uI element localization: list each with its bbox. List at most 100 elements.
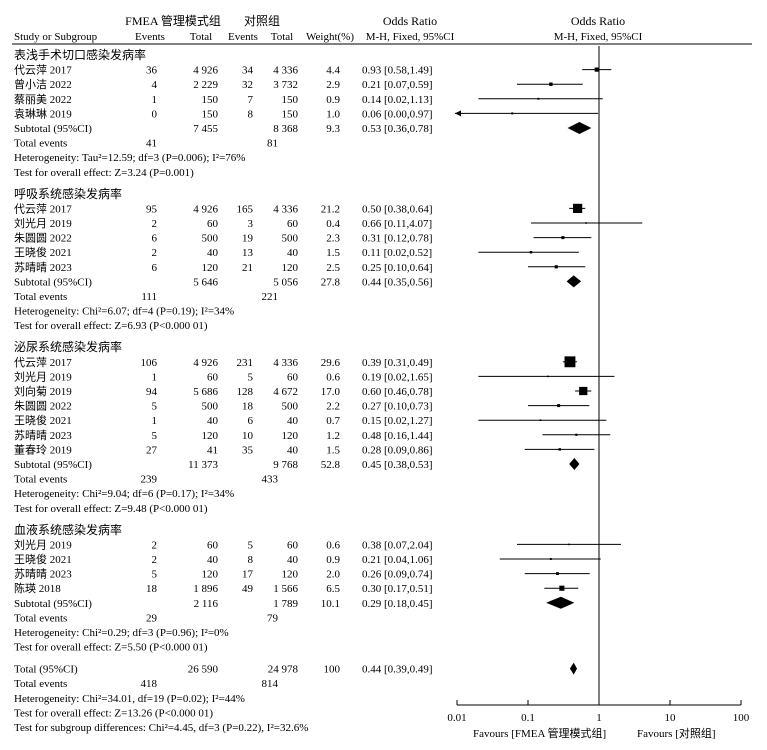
- or-ci: 0.93 [0.58,1.49]: [362, 65, 433, 77]
- or-ci: 0.14 [0.02,1.13]: [362, 94, 433, 106]
- or-ci: 0.15 [0.02,1.27]: [362, 415, 433, 427]
- subtotal-weight: 52.8: [321, 459, 341, 471]
- effect-square: [575, 433, 578, 436]
- subtotal-total-b: 9 768: [273, 459, 298, 471]
- weight: 0.6: [326, 371, 340, 383]
- study-name: 朱圆圆 2022: [14, 232, 72, 245]
- events-a: 6: [152, 262, 158, 274]
- weight: 2.0: [326, 569, 340, 581]
- events-b: 21: [242, 262, 253, 274]
- total-b: 3 732: [273, 79, 298, 91]
- header-or-title-left: Odds Ratio: [383, 14, 437, 28]
- events-b: 6: [248, 415, 254, 427]
- effect-square: [568, 543, 570, 546]
- total-a: 40: [207, 554, 219, 566]
- subtotal-or-ci: 0.53 [0.36,0.78]: [362, 123, 433, 135]
- events-b: 49: [242, 583, 254, 595]
- overall-label: Total (95%CI): [14, 664, 78, 676]
- total-events-b: 79: [267, 612, 279, 624]
- total-b: 150: [282, 94, 299, 106]
- total-a: 150: [202, 108, 219, 120]
- subtotal-total-a: 5 646: [193, 276, 218, 288]
- header-or-sub-right: M-H, Fixed, 95%CI: [554, 31, 643, 43]
- overall-effect: Test for overall effect: Z=3.24 (P=0.001…: [14, 167, 194, 179]
- forest-marks: [455, 67, 643, 675]
- weight: 29.6: [321, 357, 341, 369]
- header-events-a: Events: [135, 31, 165, 43]
- effect-square: [549, 558, 552, 560]
- events-a: 6: [152, 233, 158, 245]
- subtotal-label: Subtotal (95%CI): [14, 276, 92, 288]
- study-name: 刘向菊 2019: [14, 384, 72, 398]
- weight: 0.4: [326, 218, 340, 230]
- events-b: 3: [248, 218, 254, 230]
- subtotal-or-ci: 0.45 [0.38,0.53]: [362, 459, 433, 471]
- events-b: 13: [242, 247, 254, 259]
- total-a: 60: [207, 539, 219, 551]
- total-a: 150: [202, 94, 219, 106]
- subtotal-weight: 9.3: [326, 123, 340, 135]
- events-a: 0: [152, 108, 158, 120]
- total-events-label: Total events: [14, 474, 67, 486]
- subgroup-title: 泌尿系统感染发病率: [14, 339, 122, 354]
- weight: 2.9: [326, 79, 340, 91]
- weight: 1.5: [326, 247, 340, 259]
- or-ci: 0.66 [0.11,4.07]: [362, 218, 432, 230]
- total-a: 120: [202, 262, 219, 274]
- study-name: 曾小洁 2022: [14, 77, 72, 91]
- subtotal-or-ci: 0.29 [0.18,0.45]: [362, 598, 433, 610]
- weight: 2.2: [326, 401, 340, 413]
- header-study: Study or Subgroup: [14, 31, 98, 43]
- total-events-b: 433: [262, 474, 279, 486]
- overall-events-a: 418: [141, 678, 158, 690]
- overall-weight: 100: [324, 664, 341, 676]
- total-a: 2 229: [193, 79, 218, 91]
- or-ci: 0.11 [0.02,0.52]: [362, 247, 432, 259]
- events-a: 2: [152, 218, 158, 230]
- or-ci: 0.39 [0.31,0.49]: [362, 357, 433, 369]
- or-ci: 0.28 [0.09,0.86]: [362, 444, 433, 456]
- total-b: 60: [287, 539, 299, 551]
- header-total-b: Total: [271, 31, 293, 43]
- study-name: 王晓俊 2021: [14, 245, 72, 259]
- subtotal-label: Subtotal (95%CI): [14, 598, 92, 610]
- header-or-sub-left: M-H, Fixed, 95%CI: [366, 31, 455, 43]
- effect-square: [546, 375, 549, 378]
- events-b: 231: [237, 357, 254, 369]
- overall-effect: Test for overall effect: Z=5.50 (P<0.000…: [14, 642, 208, 654]
- x-tick-label: 100: [733, 712, 750, 724]
- events-a: 2: [152, 247, 158, 259]
- total-a: 5 686: [193, 386, 218, 398]
- effect-square: [573, 203, 583, 214]
- total-a: 4 926: [193, 357, 218, 369]
- events-b: 7: [248, 94, 254, 106]
- axis-label-left: Favours [FMEA 管理模式组]: [473, 726, 606, 740]
- subtotal-label: Subtotal (95%CI): [14, 459, 92, 471]
- study-name: 董春玲 2019: [14, 443, 72, 456]
- or-ci: 0.31 [0.12,0.78]: [362, 233, 433, 245]
- study-name: 代云萍 2017: [14, 356, 72, 369]
- events-b: 165: [237, 203, 254, 215]
- overall-total-a: 26 590: [188, 664, 219, 676]
- events-a: 5: [152, 430, 158, 442]
- events-a: 94: [146, 386, 158, 398]
- effect-square: [594, 67, 599, 72]
- weight: 0.7: [326, 415, 340, 427]
- subtotal-total-b: 1 789: [273, 598, 298, 610]
- or-ci: 0.50 [0.38,0.64]: [362, 203, 433, 215]
- effect-square: [579, 386, 588, 396]
- events-a: 2: [152, 539, 158, 551]
- or-ci: 0.60 [0.46,0.78]: [362, 386, 433, 398]
- events-a: 36: [146, 65, 158, 77]
- weight: 1.0: [326, 108, 340, 120]
- events-a: 1: [152, 415, 158, 427]
- effect-square: [561, 236, 565, 240]
- events-b: 17: [242, 569, 254, 581]
- x-axis-ticks: 0.01 0.1 1 10 100: [447, 700, 750, 724]
- or-ci: 0.27 [0.10,0.73]: [362, 401, 433, 413]
- x-tick-label: 1: [596, 712, 602, 724]
- subgroup-title: 血液系统感染发病率: [14, 522, 122, 537]
- study-name: 王晓俊 2021: [14, 413, 72, 427]
